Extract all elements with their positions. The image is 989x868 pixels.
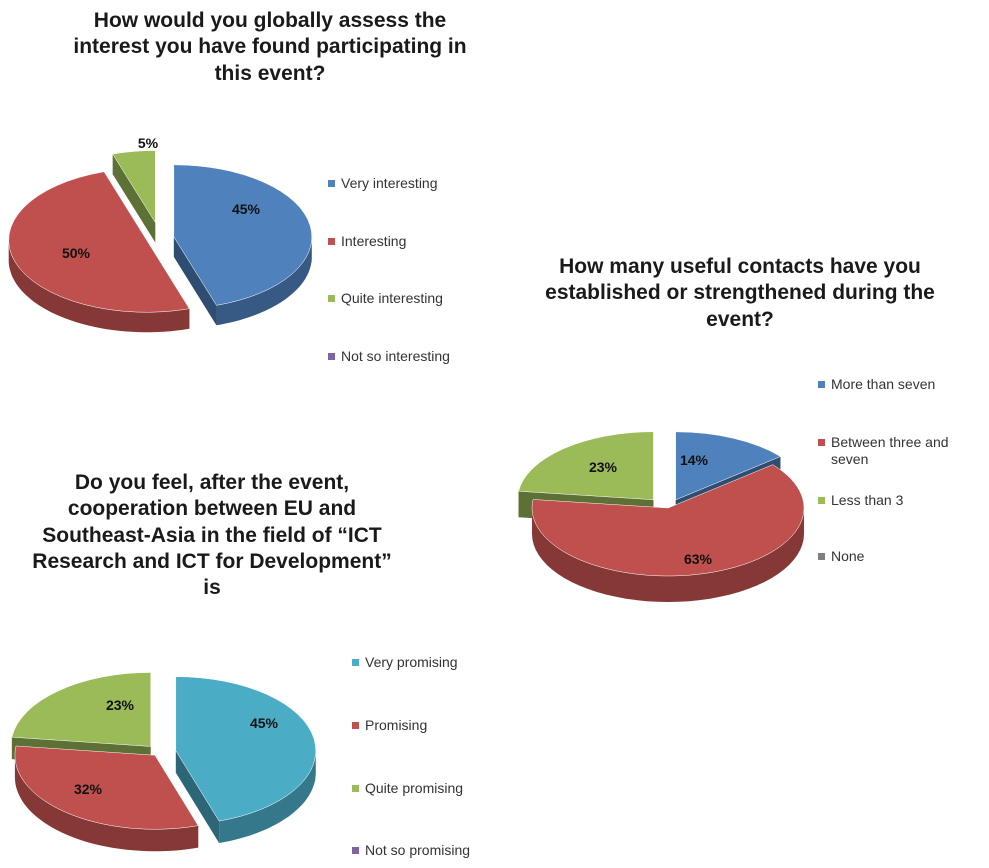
pie-slice	[175, 676, 317, 822]
pie-slice-side	[532, 508, 804, 602]
pie-slice-side	[14, 755, 199, 852]
legend-item: More than seven	[818, 376, 935, 393]
legend-item: Very interesting	[328, 175, 438, 192]
legend-swatch	[818, 497, 825, 504]
legend-label: More than seven	[831, 376, 936, 392]
pie-slice-edge	[175, 750, 220, 844]
data-label: 32%	[74, 781, 103, 797]
pie-slice	[11, 672, 151, 747]
pie-chart: 14% 63% 23%	[518, 431, 805, 602]
legend-label: Very interesting	[341, 175, 438, 191]
chart-title: How many useful contacts have you establ…	[545, 255, 935, 331]
pie-slice-edge	[112, 154, 156, 243]
legend-item: Promising	[352, 717, 427, 734]
legend-swatch	[328, 238, 335, 245]
pie-slice-side	[8, 240, 190, 333]
legend-swatch	[352, 785, 359, 792]
legend-item: Interesting	[328, 233, 406, 250]
legend-swatch	[818, 439, 825, 446]
legend-label: Very promising	[365, 654, 458, 670]
legend-item: Quite promising	[352, 780, 463, 797]
pie-slice-edge	[173, 236, 217, 326]
legend-label: Quite interesting	[341, 290, 443, 306]
legend-item: None	[818, 548, 864, 565]
data-label: 14%	[680, 452, 709, 468]
legend-item: Less than 3	[818, 492, 903, 509]
legend-item: Quite interesting	[328, 290, 443, 307]
pie-slice-side	[216, 236, 312, 326]
chart-contacts: How many useful contacts have you establ…	[500, 240, 989, 620]
legend-item: Very promising	[352, 654, 458, 671]
pie-chart: 45% 32% 23%	[11, 672, 317, 852]
legend-swatch	[328, 180, 335, 187]
pie-slice	[112, 150, 156, 224]
data-label: 45%	[232, 201, 261, 217]
data-label: 45%	[250, 715, 279, 731]
legend-label: Promising	[365, 717, 428, 733]
legend-swatch	[818, 553, 825, 560]
data-label: 50%	[62, 245, 91, 261]
chart-cooperation: Do you feel, after the event, cooperatio…	[0, 460, 520, 868]
data-label: 23%	[106, 697, 135, 713]
legend-label: Between three and seven	[831, 434, 949, 467]
pie-slice	[531, 464, 805, 577]
chart-title: Do you feel, after the event, cooperatio…	[32, 471, 392, 599]
legend-label: Interesting	[341, 233, 407, 249]
pie-chart: 45% 50% 5%	[8, 135, 313, 333]
legend-label: Less than 3	[831, 492, 904, 508]
legend-swatch	[352, 722, 359, 729]
data-label: 5%	[138, 135, 159, 151]
legend-label: Quite promising	[365, 780, 464, 796]
legend-item: Not so promising	[352, 842, 470, 859]
legend-label: Not so interesting	[341, 348, 450, 364]
pie-slice	[14, 745, 199, 830]
pie-slice	[173, 164, 313, 306]
chart-interest: How would you globally assess the intere…	[0, 0, 520, 400]
legend-swatch	[818, 381, 825, 388]
pie-slice	[518, 431, 654, 501]
legend-swatch	[352, 659, 359, 666]
data-label: 63%	[684, 551, 713, 567]
legend-label: None	[831, 548, 865, 564]
chart-title: How would you globally assess the intere…	[73, 9, 467, 85]
legend-item: Not so interesting	[328, 348, 450, 365]
pie-slice-side	[219, 750, 316, 844]
pie-slice	[675, 431, 782, 501]
pie-slice	[8, 171, 190, 313]
legend-item: Between three and seven	[818, 434, 981, 468]
legend-swatch	[352, 847, 359, 854]
data-label: 23%	[589, 459, 618, 475]
legend-swatch	[328, 295, 335, 302]
legend-swatch	[328, 353, 335, 360]
legend-label: Not so promising	[365, 842, 471, 858]
